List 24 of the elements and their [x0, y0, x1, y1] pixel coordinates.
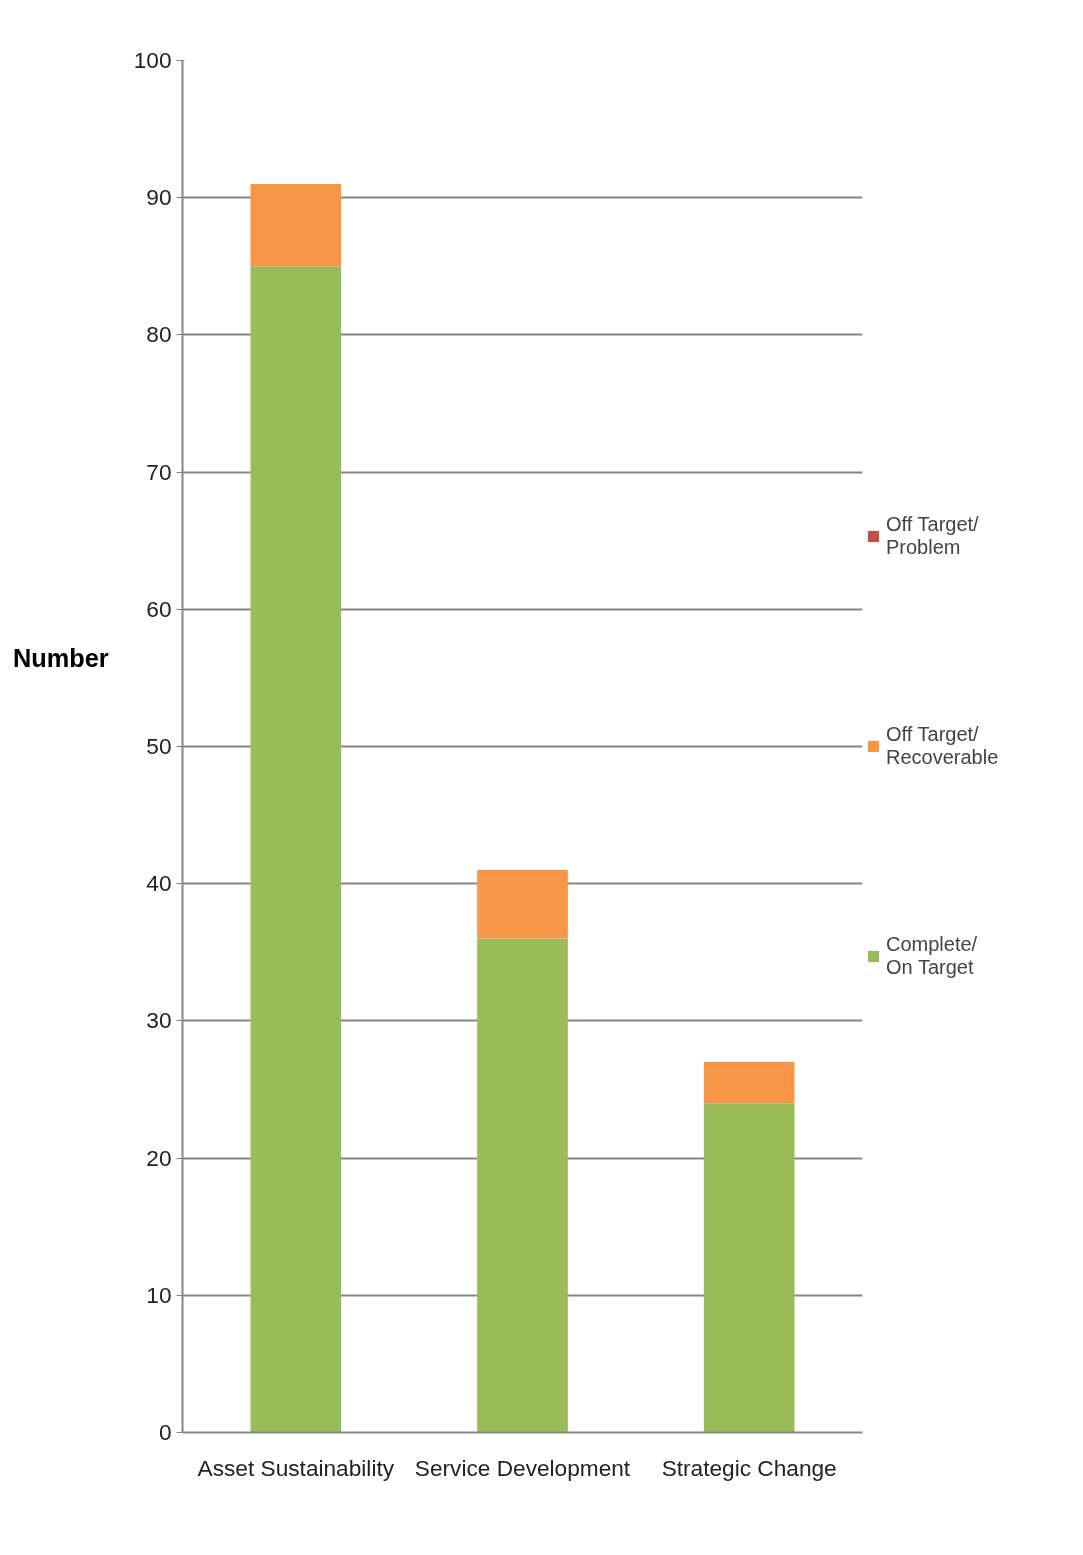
bar [250, 183, 342, 267]
bar [703, 1062, 795, 1104]
y-tick-label: 10 [146, 1281, 172, 1308]
y-tick-label: 80 [146, 321, 172, 348]
y-tick-label: 70 [146, 458, 172, 485]
y-tick-label: 60 [146, 595, 172, 622]
y-tick-label: 90 [146, 184, 172, 211]
y-tick-label: 100 [133, 47, 172, 73]
y-axis-title: Number [13, 643, 109, 674]
bar [703, 1103, 795, 1433]
y-tick-label: 20 [146, 1144, 172, 1171]
legend-label: Off Target/ Recoverable [886, 722, 999, 770]
x-tick-label: Strategic Change [661, 1454, 837, 1481]
x-tick-label: Asset Sustainability [197, 1454, 395, 1481]
x-tick-label: Service Development [414, 1454, 631, 1481]
y-tick-label: 50 [146, 733, 172, 759]
y-tick-label: 40 [146, 870, 172, 897]
y-tick-label: 30 [146, 1007, 172, 1034]
y-tick-label: 0 [158, 1419, 172, 1445]
legend-label: Off Target/ Problem [886, 512, 979, 560]
legend-label: Complete/ On Target [886, 932, 978, 980]
bar [477, 938, 568, 1433]
bar [250, 266, 342, 1433]
bar [477, 869, 568, 939]
